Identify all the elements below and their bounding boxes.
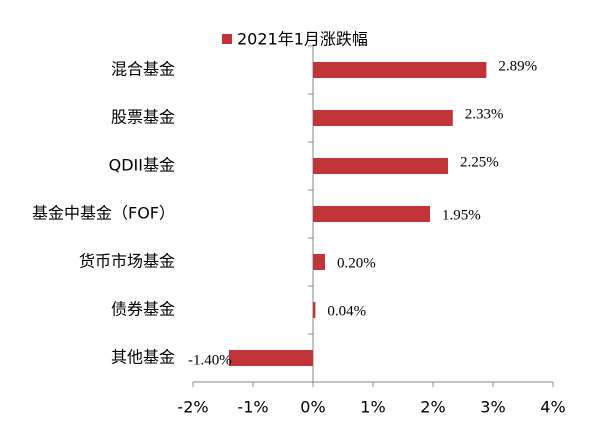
x-tick-label: -1%	[237, 398, 268, 417]
x-tick-label: 4%	[540, 398, 565, 417]
bar	[313, 110, 453, 126]
category-label: 其他基金	[111, 348, 175, 367]
category-label: 货币市场基金	[79, 252, 175, 271]
bar	[229, 350, 313, 366]
legend-swatch	[222, 34, 232, 44]
value-label: -1.40%	[188, 352, 232, 368]
value-label: 2.25%	[460, 154, 499, 170]
x-tick-label: 0%	[300, 398, 325, 417]
value-label: 0.04%	[327, 303, 366, 319]
x-tick-label: 2%	[420, 398, 445, 417]
legend-label: 2021年1月涨跌幅	[237, 30, 368, 49]
category-label: 基金中基金（FOF）	[32, 204, 175, 223]
x-tick-label: 3%	[480, 398, 505, 417]
bar	[313, 206, 430, 222]
bar	[313, 158, 448, 174]
bar	[313, 302, 316, 318]
category-label: QDII基金	[109, 156, 175, 175]
value-label: 2.89%	[498, 58, 537, 74]
value-label: 2.33%	[465, 106, 504, 122]
bar	[313, 254, 325, 270]
category-label: 债券基金	[111, 300, 175, 319]
value-label: 1.95%	[442, 207, 481, 223]
x-tick-label: -2%	[177, 398, 208, 417]
bar	[313, 62, 487, 78]
value-label: 0.20%	[337, 255, 376, 271]
x-tick-label: 1%	[360, 398, 385, 417]
category-label: 混合基金	[111, 60, 175, 79]
category-label: 股票基金	[111, 108, 175, 127]
